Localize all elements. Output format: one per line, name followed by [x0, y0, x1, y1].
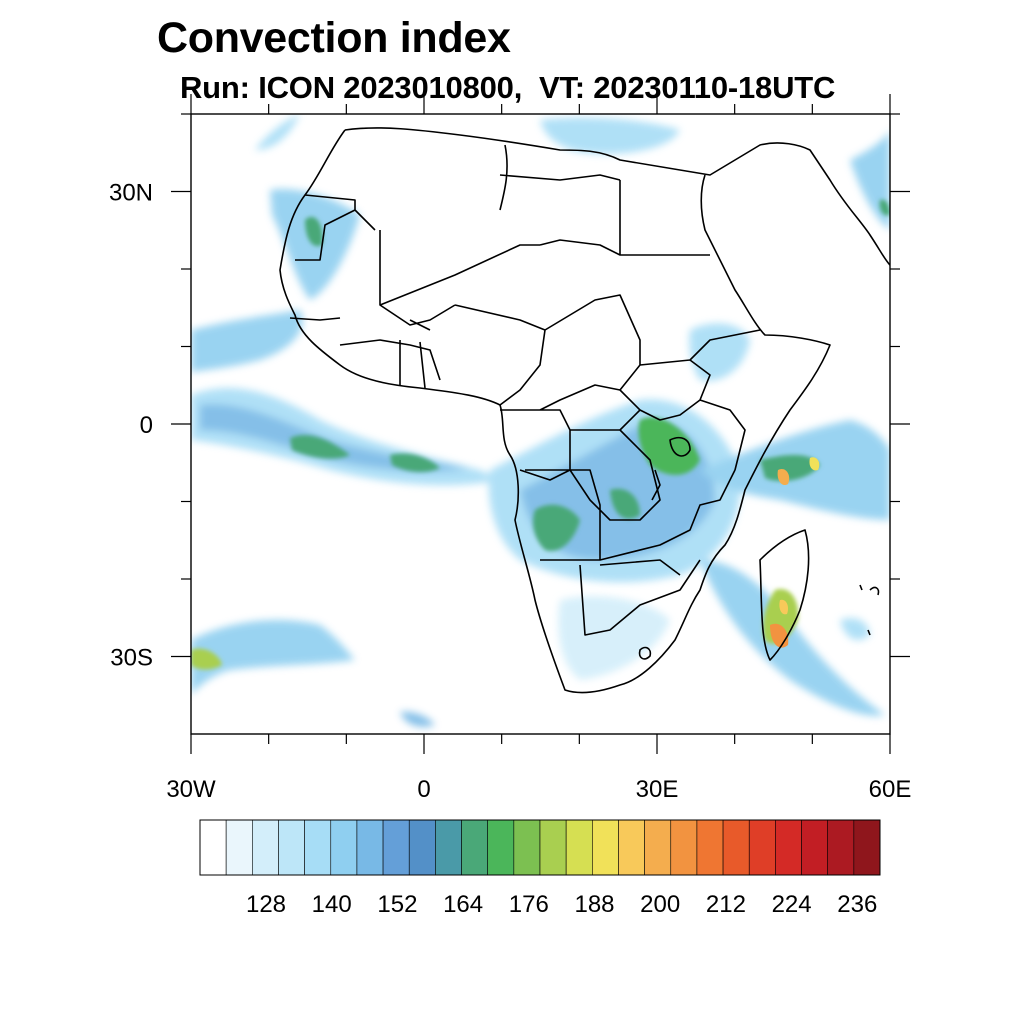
colorbar-swatch	[435, 819, 462, 876]
colorbar-swatch	[827, 819, 855, 876]
x-tick-label: 0	[417, 776, 430, 803]
colorbar-swatch	[382, 819, 410, 876]
colorbar-swatch	[722, 819, 750, 876]
colorbar-label: 164	[443, 891, 483, 918]
colorbar-swatch	[618, 819, 645, 876]
colorbar-label: 200	[640, 891, 680, 918]
colorbar-label: 188	[574, 891, 614, 918]
colorbar-swatch	[853, 819, 881, 876]
x-tick-label: 30E	[636, 776, 679, 803]
colorbar-swatch	[801, 819, 828, 876]
colorbar-outline	[199, 819, 881, 876]
colorbar: 128 140 152 164 176 188 200 212 224 236	[199, 819, 881, 918]
y-tick-label: 30S	[110, 645, 153, 672]
chart-title: Convection index	[157, 14, 511, 62]
colorbar-swatch	[670, 819, 698, 876]
colorbar-swatch	[461, 819, 488, 876]
chart-subtitle: Run: ICON 2023010800, VT: 20230110-18UTC	[180, 70, 836, 105]
colorbar-swatch	[487, 819, 515, 876]
colorbar-label: 152	[377, 891, 417, 918]
colorbar-swatch	[304, 819, 332, 876]
colorbar-label: 224	[772, 891, 812, 918]
colorbar-label: 212	[706, 891, 746, 918]
colorbar-swatch	[330, 819, 358, 876]
colorbar-label: 176	[509, 891, 549, 918]
colorbar-swatch	[748, 819, 776, 876]
y-tick-label: 30N	[109, 180, 153, 207]
colorbar-swatch	[408, 819, 436, 876]
convection-field	[191, 114, 890, 727]
x-tick-label: 60E	[869, 776, 912, 803]
colorbar-swatch	[565, 819, 593, 876]
y-tick-label: 0	[140, 412, 153, 439]
colorbar-swatch	[513, 819, 541, 876]
colorbar-swatch	[775, 819, 802, 876]
colorbar-label: 140	[312, 891, 352, 918]
colorbar-swatch	[225, 819, 253, 876]
colorbar-swatch	[356, 819, 384, 876]
colorbar-swatch	[644, 819, 672, 876]
colorbar-swatch	[539, 819, 567, 876]
colorbar-swatch	[278, 819, 305, 876]
axis-ticks: 30W 0 30E 60E 30N 0 30S	[109, 94, 911, 803]
colorbar-swatch	[592, 819, 619, 876]
coastline-borders	[279, 127, 890, 694]
colorbar-label: 128	[246, 891, 286, 918]
x-tick-label: 30W	[166, 776, 216, 803]
colorbar-swatch	[199, 819, 227, 876]
colorbar-swatch	[696, 819, 724, 876]
colorbar-swatch	[252, 819, 279, 876]
colorbar-label: 236	[837, 891, 877, 918]
